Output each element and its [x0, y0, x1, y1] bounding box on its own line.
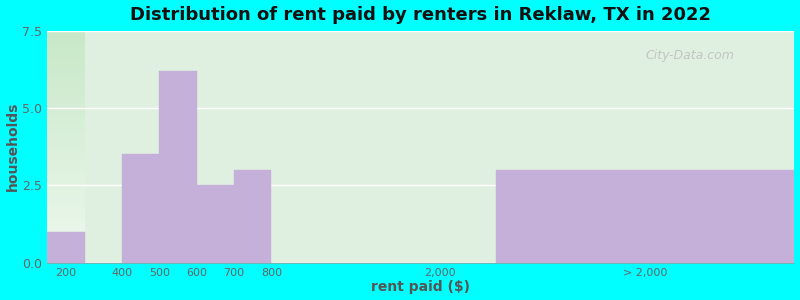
Bar	[122, 154, 159, 263]
Bar	[159, 71, 197, 263]
Text: City-Data.com: City-Data.com	[645, 49, 734, 62]
Bar	[495, 170, 794, 263]
Y-axis label: households: households	[6, 102, 19, 191]
X-axis label: rent paid ($): rent paid ($)	[371, 280, 470, 294]
Bar	[234, 170, 271, 263]
Bar	[197, 185, 234, 263]
Bar	[47, 232, 85, 263]
Title: Distribution of rent paid by renters in Reklaw, TX in 2022: Distribution of rent paid by renters in …	[130, 6, 711, 24]
